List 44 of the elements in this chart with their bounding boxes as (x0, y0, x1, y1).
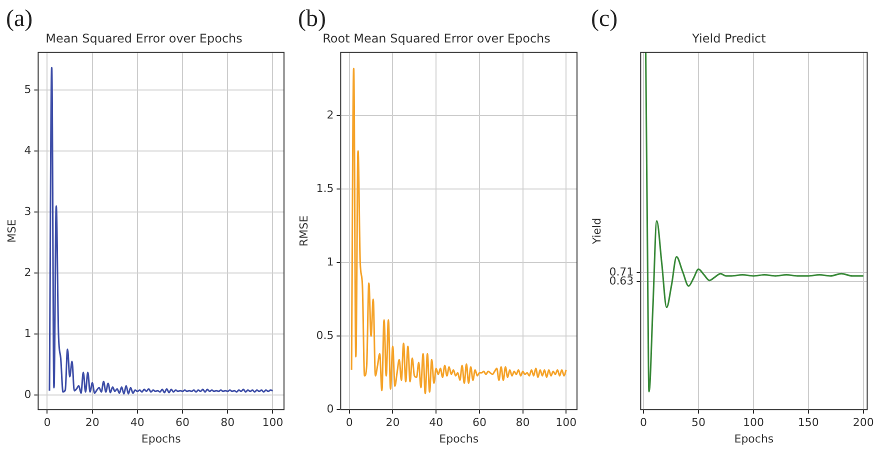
x-tick-label: 60 (472, 416, 486, 430)
y-tick-label: 0.63 (609, 274, 634, 288)
chart-title: Root Mean Squared Error over Epochs (322, 31, 550, 46)
line-series (350, 68, 567, 394)
chart-title: Mean Squared Error over Epochs (46, 31, 242, 46)
y-tick-label: 0 (326, 402, 334, 416)
y-axis-title: RMSE (297, 215, 310, 247)
x-tick-label: 20 (85, 416, 100, 430)
line-series (48, 66, 274, 395)
y-axis-title: Yield (590, 218, 604, 246)
x-tick-label: 40 (130, 416, 144, 430)
y-tick-label: 1 (24, 326, 32, 340)
x-tick-label: 100 (556, 416, 577, 430)
line-series (644, 52, 864, 392)
x-tick-label: 0 (346, 416, 353, 430)
text: (b) (298, 6, 326, 33)
text: (c) (591, 6, 618, 33)
x-axis-title: Epochs (734, 432, 774, 446)
y-tick-label: 2 (326, 108, 334, 122)
x-tick-label: 100 (262, 416, 284, 430)
y-tick-label: 1.5 (316, 182, 334, 195)
y-tick-label: 2 (24, 266, 32, 279)
x-tick-label: 150 (798, 416, 819, 430)
x-tick-label: 100 (742, 416, 764, 430)
text: (a) (6, 6, 33, 33)
x-axis-title: Epochs (439, 432, 479, 446)
y-tick-label: 0.5 (316, 328, 334, 342)
x-tick-label: 80 (516, 416, 530, 430)
y-tick-label: 1 (326, 255, 334, 268)
y-axis-title: MSE (5, 219, 18, 243)
y-tick-label: 5 (24, 83, 32, 96)
x-tick-label: 0 (640, 416, 648, 430)
x-tick-label: 40 (429, 416, 444, 430)
x-tick-label: 0 (44, 416, 51, 430)
y-tick-label: 4 (24, 144, 32, 158)
x-tick-label: 20 (386, 416, 400, 430)
x-tick-label: 80 (220, 416, 235, 430)
x-tick-label: 200 (852, 416, 874, 430)
chart-title: Yield Predict (691, 31, 766, 46)
y-tick-label: 3 (24, 204, 32, 218)
x-tick-label: 60 (176, 416, 190, 430)
y-tick-label: 0 (24, 388, 32, 401)
x-tick-label: 50 (692, 416, 706, 430)
x-axis-title: Epochs (141, 432, 182, 446)
